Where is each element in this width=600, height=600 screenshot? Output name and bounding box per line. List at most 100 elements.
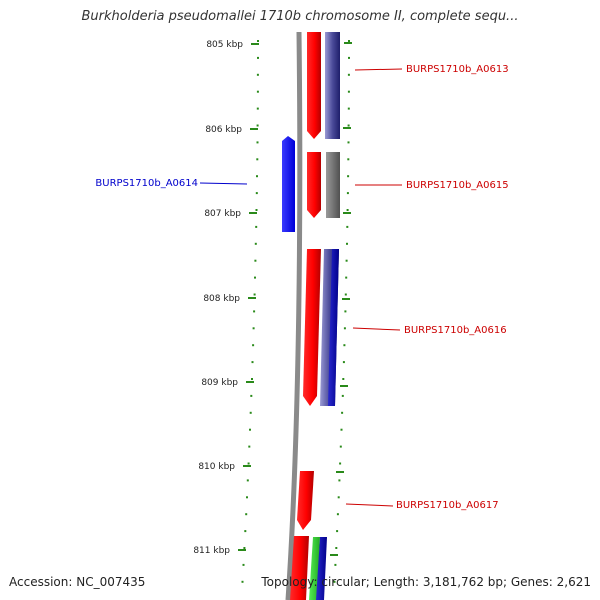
genome-summary-text: Topology: circular; Length: 3,181,762 bp… <box>261 575 591 589</box>
scale-label: 807 kbp <box>204 209 241 219</box>
ruler-dot <box>339 462 342 465</box>
ruler-dot <box>346 242 348 245</box>
ruler-dot <box>334 563 337 566</box>
gene-red-feature[interactable] <box>303 249 321 406</box>
gene-label-a0616[interactable]: BURPS1710b_A0616 <box>404 325 507 336</box>
ruler-dot <box>251 361 254 364</box>
ruler-dot <box>347 141 350 144</box>
ruler-dot <box>257 56 259 59</box>
scale-label: 809 kbp <box>201 378 238 388</box>
gene-callouts <box>199 68 403 507</box>
secondary-gene-track <box>309 32 340 600</box>
ruler-dot <box>346 209 349 211</box>
ruler-dot <box>246 496 248 499</box>
scale-ticks <box>238 42 352 556</box>
callout-line <box>354 68 403 71</box>
ruler-dot <box>348 56 350 59</box>
ruler-dot <box>255 209 258 211</box>
ruler-dot <box>347 73 350 76</box>
accession-text: Accession: NC_007435 <box>9 575 146 589</box>
ruler-dot <box>256 90 259 93</box>
gene-red-feature[interactable] <box>307 32 321 139</box>
scale-label: 811 kbp <box>193 546 230 556</box>
callout-line <box>199 182 248 185</box>
ruler-dot <box>338 479 341 482</box>
gene-label-a0614[interactable]: BURPS1710b_A0614 <box>95 178 198 189</box>
ruler-dot <box>348 40 350 42</box>
gene-burps1710b-a0614[interactable] <box>282 136 295 232</box>
ruler-dot <box>335 547 338 549</box>
scale-label: 810 kbp <box>198 462 235 472</box>
ruler-dot <box>244 530 247 533</box>
scale-label: 806 kbp <box>205 125 242 135</box>
ruler-dot <box>253 310 256 313</box>
scale-label: 805 kbp <box>206 40 243 50</box>
ruler-dot <box>252 344 255 347</box>
ruler-dot <box>340 428 343 431</box>
ruler-dot <box>347 158 350 161</box>
gene-label-a0613[interactable]: BURPS1710b_A0613 <box>406 64 509 75</box>
ruler-dot <box>347 90 350 93</box>
ruler-dot <box>243 547 246 549</box>
ruler-dot <box>254 242 257 245</box>
ruler-dot <box>256 158 259 161</box>
ruler-dot <box>341 394 344 397</box>
ruler-dot <box>336 530 339 533</box>
ruler-dot <box>252 327 255 330</box>
ruler-dot <box>251 378 253 380</box>
ruler-dot <box>341 411 344 414</box>
ruler-dot <box>342 378 345 380</box>
ruler-dot <box>255 225 258 228</box>
scale-label: 808 kbp <box>203 294 240 304</box>
gene-label-a0615[interactable]: BURPS1710b_A0615 <box>406 180 509 191</box>
ruler-dot <box>256 124 259 127</box>
ruler-dot <box>343 344 346 347</box>
ruler-dot <box>245 513 248 516</box>
ruler-dot <box>255 192 258 195</box>
ruler-dot <box>347 107 350 110</box>
ruler-dot <box>345 276 348 279</box>
ruler-dot <box>336 513 339 516</box>
ruler-dot <box>346 225 349 228</box>
gene-red-feature[interactable] <box>290 536 309 600</box>
ruler-dot <box>254 276 256 279</box>
callout-line <box>352 327 401 331</box>
gene-red-feature[interactable] <box>307 152 321 218</box>
ruler-dot <box>256 141 259 144</box>
gene-label-a0617[interactable]: BURPS1710b_A0617 <box>396 500 499 511</box>
ruler-dot <box>241 580 244 583</box>
gene-blue-feature[interactable] <box>328 249 339 406</box>
ruler-dots <box>241 40 350 583</box>
ruler-dot <box>344 293 347 296</box>
ruler-dot <box>248 445 251 448</box>
ruler-dot <box>346 192 349 195</box>
gene-navy-feature[interactable] <box>325 32 340 139</box>
ruler-dot <box>253 293 256 296</box>
ruler-dot <box>344 310 347 313</box>
gene-red-feature[interactable] <box>297 471 314 530</box>
ruler-dot <box>256 73 259 76</box>
ruler-dot <box>256 175 258 178</box>
gene-grey-feature[interactable] <box>326 152 340 218</box>
scale-labels: 805 kbp 806 kbp 807 kbp 808 kbp 809 kbp … <box>193 40 243 556</box>
ruler-dot <box>347 175 350 178</box>
gene-blue-feature[interactable] <box>316 537 327 600</box>
ruler-dot <box>347 124 350 127</box>
ruler-dot <box>249 428 251 431</box>
ruler-dot <box>342 361 345 364</box>
ruler-dot <box>257 40 259 42</box>
red-gene-track <box>290 32 321 600</box>
ruler-dot <box>249 411 252 414</box>
ruler-dot <box>256 107 259 110</box>
ruler-dot <box>337 496 340 499</box>
ruler-dot <box>343 327 346 330</box>
chromosome-backbone <box>285 31 303 600</box>
ruler-dot <box>254 259 257 262</box>
ruler-dot <box>247 462 250 465</box>
ruler-dot <box>250 394 253 397</box>
ruler-dot <box>246 479 249 482</box>
ruler-dot <box>339 445 342 448</box>
gene-labels: BURPS1710b_A0613 BURPS1710b_A0614 BURPS1… <box>95 64 508 511</box>
ruler-dot <box>242 563 245 566</box>
